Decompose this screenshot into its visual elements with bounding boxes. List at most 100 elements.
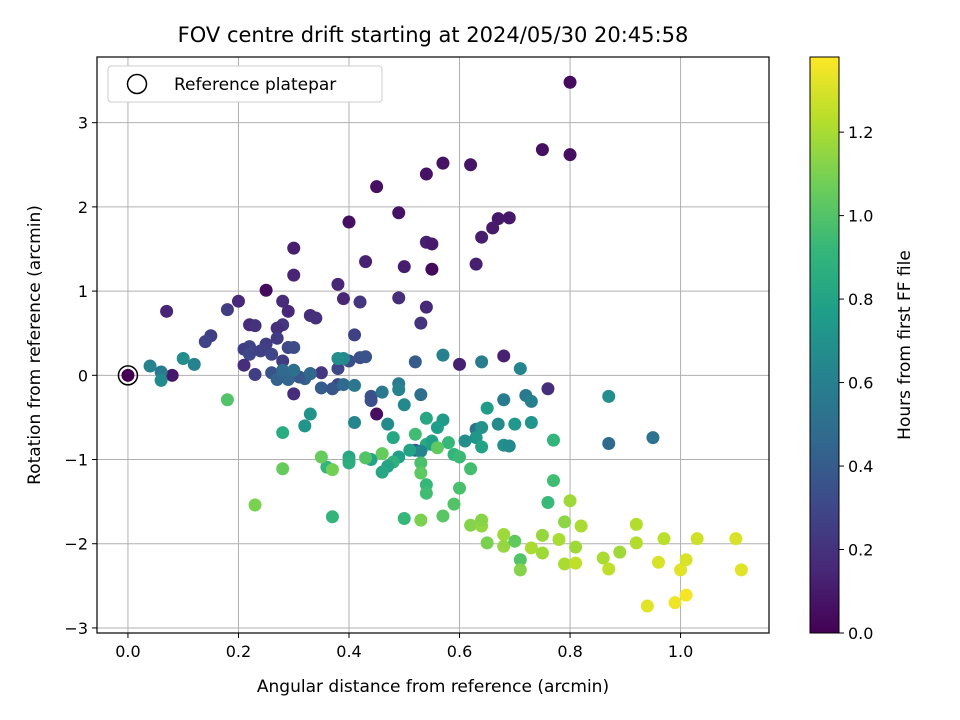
- scatter-point: [541, 495, 555, 509]
- scatter-point: [497, 527, 511, 541]
- scatter-point: [563, 148, 577, 162]
- scatter-point: [436, 156, 450, 170]
- scatter-point: [657, 532, 671, 546]
- plot-frame: [96, 56, 770, 634]
- legend-label: Reference platepar: [174, 75, 336, 95]
- chart-title: FOV centre drift starting at 2024/05/30 …: [178, 23, 689, 47]
- x-tick-label: 0.0: [115, 642, 140, 661]
- scatter-point: [453, 450, 467, 464]
- x-tick-label: 0.8: [557, 642, 582, 661]
- scatter-point: [480, 536, 494, 550]
- scatter-point: [325, 382, 339, 396]
- scatter-point: [552, 533, 566, 547]
- scatter-point: [154, 373, 168, 387]
- scatter-point: [375, 465, 389, 479]
- scatter-point: [198, 335, 212, 349]
- scatter-point: [486, 221, 500, 235]
- scatter-point: [259, 283, 273, 297]
- scatter-point: [243, 347, 257, 361]
- scatter-point: [679, 588, 693, 602]
- scatter-point: [729, 532, 743, 546]
- scatter-point: [359, 451, 373, 465]
- scatter-point: [535, 143, 549, 157]
- scatter-point: [287, 387, 301, 401]
- grid-lines: [97, 57, 769, 633]
- scatter-point: [276, 426, 290, 440]
- scatter-point: [276, 363, 290, 377]
- scatter-point: [508, 534, 522, 548]
- scatter-point: [480, 401, 494, 415]
- scatter-point: [668, 596, 682, 610]
- colorbar-tick-label: 0.0: [848, 624, 873, 643]
- scatter-point: [464, 462, 478, 476]
- scatter-point: [425, 237, 439, 251]
- colorbar: [809, 56, 840, 634]
- scatter-point: [359, 255, 373, 269]
- scatter-point: [397, 398, 411, 412]
- y-tick-label: −3: [64, 619, 88, 638]
- scatter-point: [563, 75, 577, 89]
- scatter-point: [569, 540, 583, 554]
- scatter-point: [453, 357, 467, 371]
- scatter-point: [408, 355, 422, 369]
- scatter-point: [254, 344, 268, 358]
- scatter-point: [265, 347, 279, 361]
- scatter-point: [359, 350, 373, 364]
- scatter-point: [497, 393, 511, 407]
- legend-marker: [126, 73, 148, 95]
- y-tick-label: 0: [78, 366, 88, 385]
- scatter-point: [348, 378, 362, 392]
- scatter-point: [569, 556, 583, 570]
- y-axis-ticks: −3 −2 −1 0 1 2 3: [64, 114, 97, 638]
- x-axis-ticks: 0.0 0.2 0.4 0.6 0.8 1.0: [115, 633, 693, 661]
- scatter-point: [303, 407, 317, 421]
- scatter-point: [237, 358, 251, 372]
- colorbar-tick-label: 0.8: [848, 290, 873, 309]
- colorbar-tick-label: 0.6: [848, 374, 873, 393]
- scatter-point: [491, 417, 505, 431]
- scatter-point: [613, 545, 627, 559]
- scatter-point: [381, 417, 395, 431]
- scatter-point: [414, 513, 428, 527]
- colorbar-ticks: 0.0 0.2 0.4 0.6 0.8 1.0 1.2: [839, 123, 873, 643]
- scatter-point: [558, 515, 572, 529]
- scatter-point: [535, 546, 549, 560]
- scatter-point: [270, 331, 284, 345]
- y-tick-label: −2: [64, 535, 88, 554]
- scatter-point: [270, 321, 284, 335]
- scatter-point: [160, 304, 174, 318]
- scatter-point: [342, 215, 356, 229]
- scatter-point: [690, 532, 704, 546]
- scatter-point: [342, 456, 356, 470]
- scatter-point: [535, 528, 549, 542]
- scatter-point: [430, 421, 444, 435]
- scatter-point: [447, 497, 461, 511]
- scatter-point: [375, 385, 389, 399]
- y-tick-label: 3: [78, 114, 88, 133]
- scatter-point: [602, 389, 616, 403]
- scatter-point: [397, 260, 411, 274]
- scatter-point: [475, 440, 489, 454]
- x-tick-label: 0.4: [336, 642, 361, 661]
- scatter-point: [563, 494, 577, 508]
- scatter-point: [287, 241, 301, 255]
- scatter-point: [679, 553, 693, 567]
- scatter-point: [121, 368, 135, 382]
- scatter-points: [121, 75, 748, 613]
- scatter-point: [541, 382, 555, 396]
- scatter-point: [331, 277, 345, 291]
- plot-area: [97, 57, 769, 633]
- scatter-point: [502, 211, 516, 225]
- scatter-point: [392, 291, 406, 305]
- scatter-point: [143, 359, 157, 373]
- scatter-point: [220, 303, 234, 317]
- scatter-point: [513, 563, 527, 577]
- scatter-point: [497, 349, 511, 363]
- scatter-point: [392, 206, 406, 220]
- x-tick-label: 0.6: [447, 642, 472, 661]
- scatter-point: [546, 433, 560, 447]
- scatter-point: [508, 417, 522, 431]
- scatter-point: [464, 518, 478, 532]
- reference-marker: [117, 365, 139, 386]
